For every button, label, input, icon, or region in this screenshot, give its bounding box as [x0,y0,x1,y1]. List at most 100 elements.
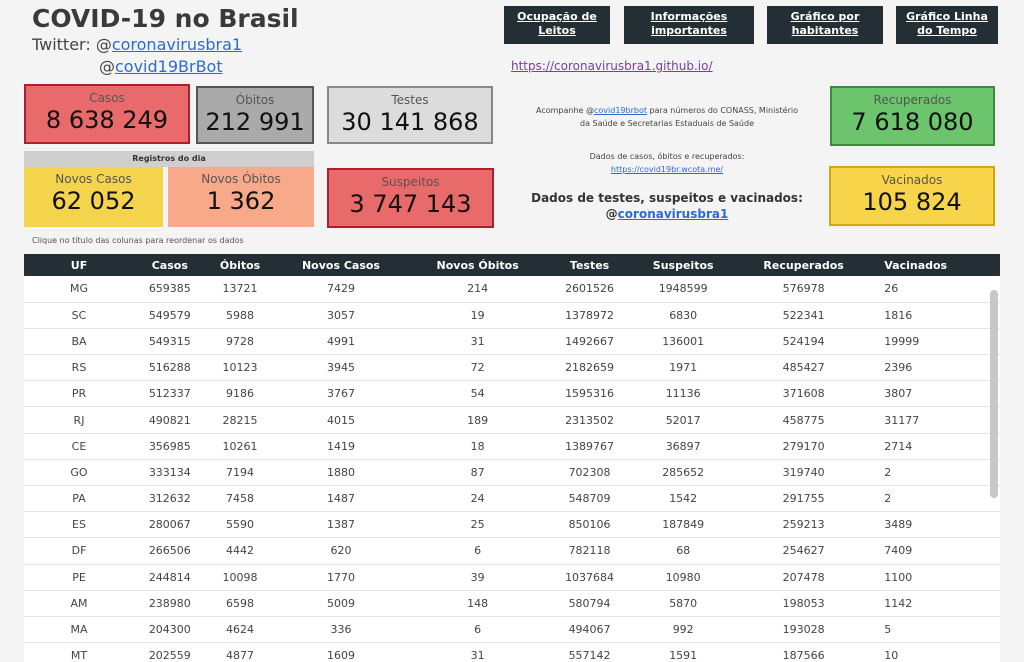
card-label: Óbitos [235,93,275,107]
table-row: PR 512337 9186 3767 54 1595316 11136 371608 3807 [24,381,1000,407]
column-header[interactable]: Recuperados [763,258,844,272]
table-cell: PA [72,492,86,506]
table-cell: 25 [470,518,485,532]
table-cell: ES [72,518,86,532]
states-table-container: UF Casos Óbitos Novos Casos Novos Óbitos Test… [24,254,1000,662]
table-cell: 1609 [326,649,355,662]
table-row: AM 238980 6598 5009 148 580794 5870 198053 1142 [24,590,1000,617]
wcota-link[interactable]: https://covid19br.wcota.me/ [610,165,724,174]
column-header[interactable]: Novos Óbitos [436,258,519,272]
table-cell: GO [70,465,88,479]
page-title: COVID-19 no Brasil [32,4,299,33]
table-cell: 4624 [226,623,255,637]
table-row: MT 202559 4877 1609 31 557142 1591 187566 10 [24,643,1000,662]
table-body: MG 659385 13721 7429 214 2601526 1948599 576978… [24,276,1000,662]
table-cell: 2313502 [565,413,615,427]
nav-button-ocupacao-leitos[interactable]: Ocupação de Leitos [504,6,610,44]
nav-button-grafico-habitantes[interactable]: Gráfico por habitantes [767,6,883,44]
table-cell: 2 [884,465,892,479]
twitter-link-coronavirusbra1[interactable]: coronavirusbra1 [111,35,243,54]
table-cell: 850106 [568,518,611,532]
table-cell: 31 [470,334,485,348]
table-cell: 187849 [662,518,705,532]
table-cell: 1389767 [565,439,615,453]
nav-label: habitantes [791,24,859,37]
table-row: PE 244814 10098 1770 39 1037684 10980 207478 110… [24,564,1000,591]
table-cell: 1419 [326,439,355,453]
table-row: PA 312632 7458 1487 24 548709 1542 291755 2 [24,486,1000,512]
table-cell: 19999 [884,334,920,348]
table-cell: 371608 [782,387,825,401]
table-cell: 72 [470,361,485,375]
table-cell: 659385 [148,282,191,296]
table-cell: 1595316 [565,387,615,401]
github-link[interactable]: https://coronavirusbra1.github.io/ [511,59,713,73]
table-cell: 244814 [148,570,191,584]
table-cell: 136001 [662,334,705,348]
twitter-link-covid19brbot[interactable]: covid19BrBot [115,57,223,76]
info-text: para números do CONASS, Ministério [647,106,798,115]
column-header[interactable]: Óbitos [219,258,261,272]
twitter2-prefix: @ [99,57,115,76]
table-cell: 549315 [148,334,191,348]
table-row: RJ 490821 28215 4015 189 2313502 52017 458775 31… [24,407,1000,434]
table-cell: 18 [470,439,485,453]
nav-button-grafico-linha[interactable]: Gráfico Linha do Tempo [896,6,998,44]
column-header[interactable]: Vacinados [884,258,948,272]
nav-button-informacoes[interactable]: Informações importantes [624,6,754,44]
card-label: Vacinados [881,173,943,187]
table-cell: 4442 [226,544,255,558]
table-cell: 54 [470,387,485,401]
twitter-line-1: Twitter: @coronavirusbra1 [32,35,242,54]
table-cell: 259213 [782,518,825,532]
table-cell: 576978 [782,282,825,296]
table-cell: 458775 [782,413,825,427]
card-novos-obitos: Novos Óbitos 1 362 [168,167,314,227]
table-cell: 522341 [782,308,825,322]
column-header[interactable]: Novos Casos [301,258,380,272]
table-cell: 4991 [326,334,355,348]
table-cell: 10261 [222,439,258,453]
table-cell: 3489 [884,518,913,532]
table-cell: 5009 [326,596,355,610]
coronavirusbra1-link[interactable]: coronavirusbra1 [617,207,729,221]
table-cell: 279170 [782,439,825,453]
card-obitos: Óbitos 212 991 [196,86,314,144]
table-cell: 702308 [568,465,611,479]
table-cell: 189 [467,413,489,427]
card-vacinados: Vacinados 105 824 [829,166,995,226]
table-cell: 1100 [884,570,913,584]
table-cell: SC [71,308,87,322]
table-cell: 9728 [226,334,255,348]
table-cell: 285652 [662,465,705,479]
table-cell: 238980 [148,596,191,610]
table-cell: 524194 [782,334,825,348]
covid19brbot-link[interactable]: covid19brbot [594,106,647,115]
table-cell: 6598 [226,596,255,610]
info-text: Dados de casos, óbitos e recuperados: [589,152,745,161]
table-cell: 26 [884,282,899,296]
table-scrollbar[interactable] [990,290,998,498]
column-header[interactable]: Testes [569,258,610,272]
table-cell: RS [71,361,87,375]
column-header[interactable]: Suspeitos [652,258,714,272]
table-cell: 6 [474,544,482,558]
table-cell: 9186 [226,387,255,401]
nav-label: Informações [650,10,728,23]
table-cell: 782118 [568,544,611,558]
table-cell: 31 [470,649,485,662]
table-cell: 266506 [148,544,191,558]
table-cell: 557142 [568,649,611,662]
table-cell: 10098 [222,570,258,584]
table-cell: 214 [467,282,489,296]
table-cell: PR [71,387,87,401]
table-cell: 5590 [226,518,255,532]
column-header[interactable]: Casos [151,258,188,272]
table-cell: 5870 [669,596,698,610]
nav-label: Gráfico por [790,10,860,23]
table-cell: 494067 [568,623,611,637]
column-header[interactable]: UF [70,258,88,272]
table-cell: 10980 [665,570,701,584]
card-value: 212 991 [205,108,305,136]
table-cell: 1378972 [565,308,615,322]
